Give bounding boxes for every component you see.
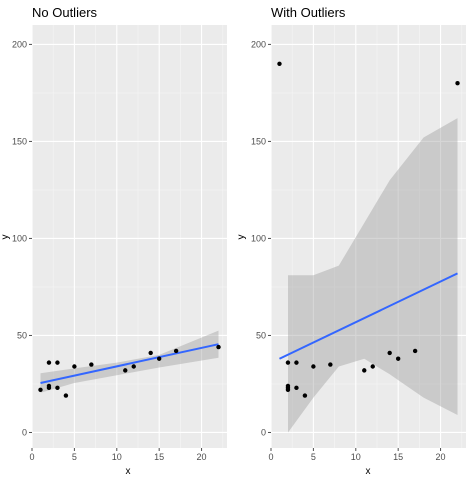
data-point	[294, 360, 299, 365]
data-point	[123, 368, 128, 373]
data-point	[46, 360, 52, 365]
y-tick-label: 100	[12, 233, 27, 243]
y-tick-label: 0	[261, 427, 266, 437]
data-point	[285, 360, 291, 365]
data-point	[311, 364, 316, 369]
x-tick-label: 0	[29, 452, 34, 462]
y-tick-label: 200	[12, 39, 27, 49]
x-tick-label: 10	[351, 452, 361, 462]
x-tick-label: 15	[393, 452, 403, 462]
y-axis-label: y	[0, 235, 11, 240]
y-tick-label: 200	[251, 39, 266, 49]
data-point	[55, 385, 60, 391]
panel-title: No Outliers	[32, 5, 98, 20]
data-point	[294, 385, 299, 391]
data-point	[302, 393, 308, 398]
x-axis-label: x	[366, 466, 371, 477]
data-point	[63, 393, 69, 398]
y-tick-label: 50	[17, 330, 27, 340]
data-point	[156, 356, 162, 361]
data-point	[370, 364, 375, 369]
plot-background	[271, 25, 466, 448]
data-point	[412, 348, 418, 354]
data-point	[72, 364, 77, 369]
regression-line	[40, 343, 219, 384]
y-tick-label: 50	[256, 330, 266, 340]
data-point	[131, 364, 136, 369]
y-tick-label: 0	[22, 427, 27, 437]
data-point	[55, 360, 60, 365]
data-point	[362, 368, 367, 373]
panel-title: With Outliers	[271, 5, 346, 20]
data-point	[89, 362, 94, 367]
y-tick-label: 100	[251, 233, 266, 243]
y-axis-label: y	[236, 235, 247, 240]
x-tick-label: 0	[268, 452, 273, 462]
x-tick-label: 10	[112, 452, 122, 462]
data-point	[455, 81, 460, 86]
confidence-band	[288, 118, 458, 433]
data-point	[148, 350, 153, 356]
data-point	[285, 387, 291, 392]
regression-line	[279, 272, 458, 360]
data-point	[387, 350, 392, 356]
data-point	[46, 385, 52, 391]
x-tick-label: 5	[311, 452, 316, 462]
data-point	[173, 348, 179, 354]
confidence-band	[40, 330, 219, 393]
y-tick-label: 150	[251, 136, 266, 146]
x-tick-label: 20	[197, 452, 207, 462]
data-point	[277, 61, 282, 67]
y-tick-label: 150	[12, 136, 27, 146]
data-point	[216, 344, 221, 350]
x-tick-label: 15	[154, 452, 164, 462]
x-tick-label: 5	[72, 452, 77, 462]
x-tick-label: 20	[436, 452, 446, 462]
x-axis-label: x	[126, 466, 131, 477]
data-point	[328, 362, 333, 367]
data-point	[395, 356, 401, 361]
data-point	[38, 387, 43, 392]
